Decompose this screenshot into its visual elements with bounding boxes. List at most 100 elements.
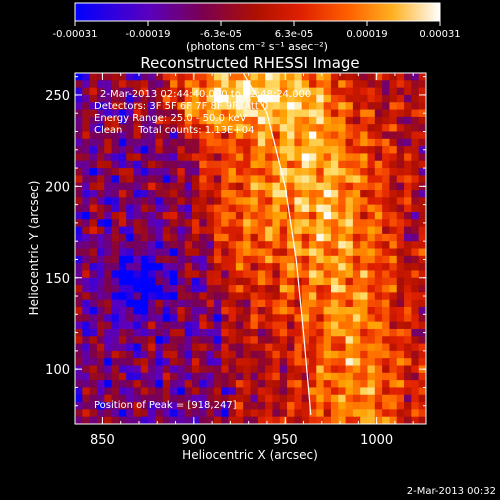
heatmap-cell: [199, 321, 208, 330]
heatmap-cell: [323, 160, 332, 169]
heatmap-cell: [287, 358, 295, 367]
heatmap-cell: [228, 226, 237, 235]
heatmap-cell: [170, 321, 178, 330]
heatmap-cell: [389, 299, 398, 308]
heatmap-cell: [177, 394, 186, 403]
heatmap-cell: [345, 416, 354, 424]
heatmap-cell: [126, 168, 135, 176]
heatmap-cell: [111, 146, 120, 155]
heatmap-cell: [309, 233, 317, 242]
heatmap-cell: [294, 387, 303, 396]
heatmap-cell: [96, 124, 105, 133]
heatmap-cell: [243, 255, 252, 264]
heatmap-cell: [374, 131, 383, 140]
heatmap-cell: [184, 204, 193, 213]
heatmap-cell: [374, 321, 383, 330]
heatmap-cell: [389, 94, 398, 103]
heatmap-cell: [287, 380, 295, 389]
heatmap-cell: [89, 124, 98, 133]
heatmap-cell: [184, 175, 193, 184]
heatmap-cell: [411, 336, 420, 345]
heatmap-cell: [330, 358, 339, 367]
heatmap-cell: [287, 314, 295, 323]
heatmap-cell: [199, 131, 208, 140]
heatmap-cell: [177, 219, 186, 228]
heatmap-cell: [75, 204, 83, 213]
heatmap-cell: [301, 343, 310, 352]
heatmap-cell: [140, 321, 149, 330]
heatmap-cell: [126, 248, 135, 257]
heatmap-cell: [294, 394, 303, 403]
heatmap-cell: [301, 204, 310, 213]
heatmap-cell: [148, 211, 157, 220]
heatmap-cell: [382, 365, 391, 374]
heatmap-cell: [272, 372, 281, 381]
heatmap-cell: [265, 219, 274, 228]
heatmap-cell: [330, 328, 339, 337]
heatmap-cell: [345, 409, 354, 418]
heatmap-cell: [257, 116, 266, 125]
heatmap-cell: [250, 116, 259, 125]
heatmap-cell: [418, 190, 426, 198]
heatmap-cell: [177, 336, 186, 345]
heatmap-cell: [418, 336, 426, 345]
heatmap-cell: [140, 328, 149, 337]
heatmap-cell: [338, 314, 347, 323]
heatmap-cell: [199, 190, 208, 198]
heatmap-cell: [279, 124, 288, 133]
heatmap-cell: [148, 372, 157, 381]
heatmap-cell: [228, 328, 237, 337]
heatmap-cell: [170, 168, 178, 176]
heatmap-cell: [192, 168, 200, 176]
heatmap-cell: [133, 241, 142, 250]
heatmap-cell: [316, 168, 325, 176]
heatmap-cell: [287, 146, 295, 155]
heatmap-cell: [221, 80, 230, 89]
heatmap-cell: [323, 336, 332, 345]
heatmap-cell: [75, 73, 83, 81]
heatmap-cell: [82, 197, 91, 206]
heatmap-cell: [126, 233, 135, 242]
heatmap-cell: [140, 409, 149, 418]
heatmap-cell: [367, 124, 376, 133]
heatmap-cell: [316, 102, 325, 111]
heatmap-cell: [111, 160, 120, 169]
heatmap-cell: [360, 131, 369, 140]
heatmap-cell: [367, 204, 376, 213]
heatmap-cell: [279, 365, 288, 374]
heatmap-cell: [279, 402, 288, 410]
heatmap-cell: [382, 387, 391, 396]
heatmap-cell: [382, 73, 391, 81]
heatmap-cell: [279, 131, 288, 140]
heatmap-cell: [418, 255, 426, 264]
heatmap-cell: [177, 124, 186, 133]
heatmap-cell: [199, 365, 208, 374]
heatmap-cell: [162, 233, 171, 242]
heatmap-cell: [221, 336, 230, 345]
heatmap-cell: [418, 124, 426, 133]
heatmap-cell: [118, 219, 127, 228]
heatmap-cell: [352, 153, 361, 162]
heatmap-cell: [96, 168, 105, 176]
heatmap-cell: [199, 226, 208, 235]
heatmap-cell: [235, 255, 244, 264]
heatmap-cell: [389, 116, 398, 125]
heatmap-cell: [206, 372, 215, 381]
heatmap-cell: [279, 416, 288, 424]
heatmap-cell: [345, 314, 354, 323]
heatmap-cell: [301, 219, 310, 228]
heatmap-cell: [184, 365, 193, 374]
heatmap-cell: [96, 116, 105, 125]
heatmap-cell: [118, 248, 127, 257]
heatmap-cell: [287, 409, 295, 418]
heatmap-cell: [133, 94, 142, 103]
heatmap-cell: [345, 270, 354, 279]
heatmap-cell: [126, 343, 135, 352]
heatmap-cell: [250, 190, 259, 198]
heatmap-cell: [133, 365, 142, 374]
heatmap-cell: [199, 102, 208, 111]
heatmap-cell: [316, 109, 325, 118]
heatmap-cell: [177, 387, 186, 396]
heatmap-cell: [257, 394, 266, 403]
heatmap-cell: [294, 248, 303, 257]
